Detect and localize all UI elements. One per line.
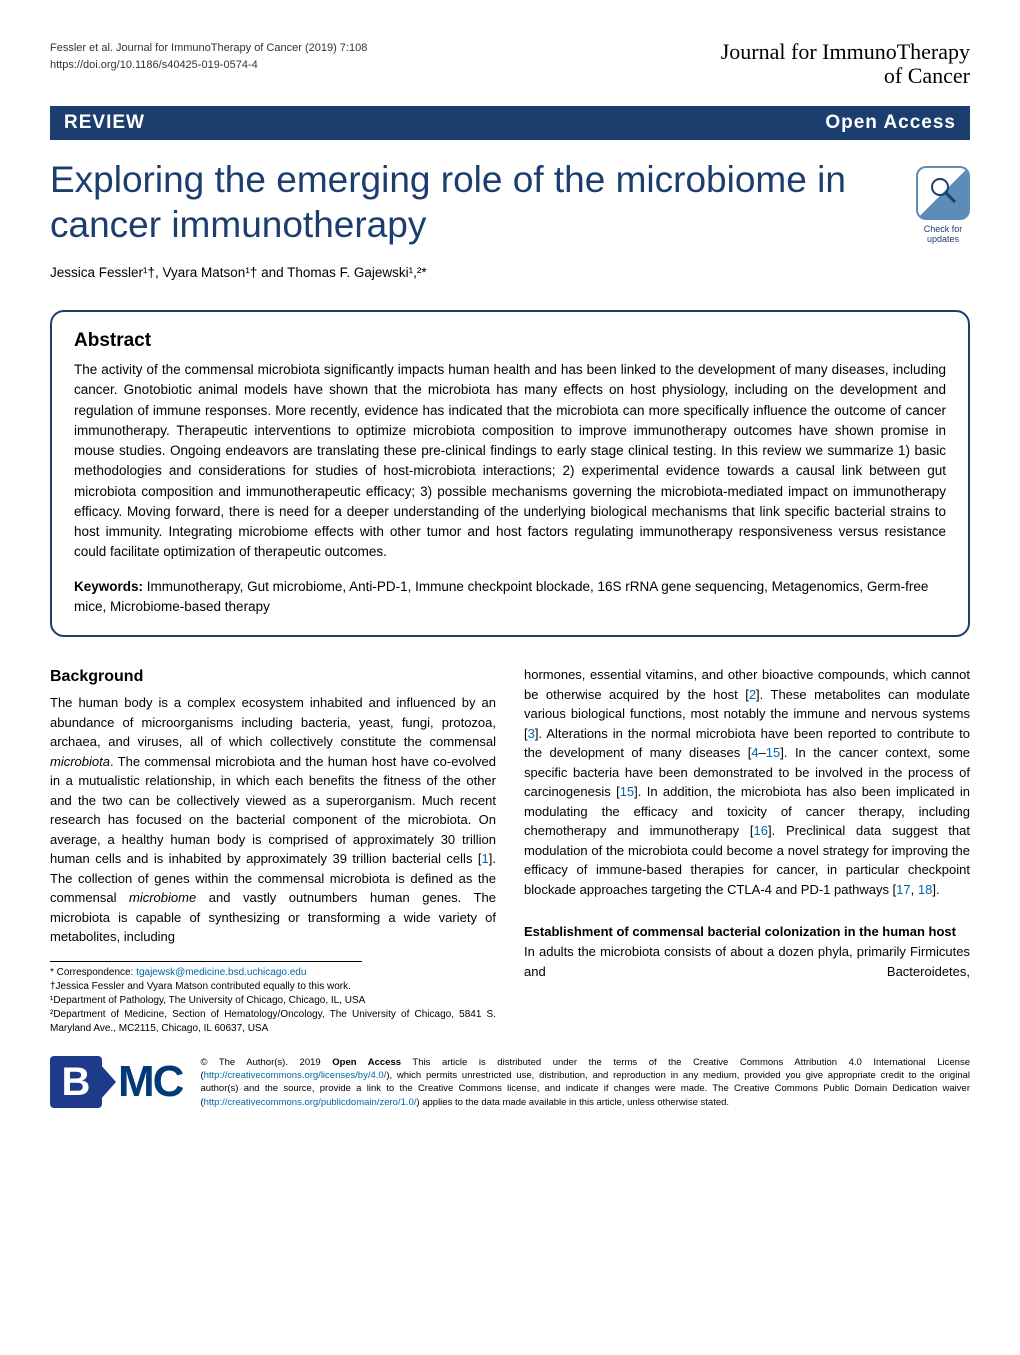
magnifier-icon bbox=[929, 176, 957, 211]
ref-3[interactable]: 3 bbox=[528, 726, 535, 741]
article-title: Exploring the emerging role of the micro… bbox=[50, 158, 916, 247]
authors-line: Jessica Fessler¹†, Vyara Matson¹† and Th… bbox=[50, 265, 970, 280]
title-row: Exploring the emerging role of the micro… bbox=[50, 158, 970, 247]
crossmark-widget[interactable]: Check for updates bbox=[916, 166, 970, 244]
r-dash-1: – bbox=[759, 745, 766, 760]
crossmark-icon bbox=[916, 166, 970, 220]
bg-text-a: The human body is a complex ecosystem in… bbox=[50, 695, 496, 749]
keywords-text: Immunotherapy, Gut microbiome, Anti-PD-1… bbox=[74, 579, 928, 614]
journal-title: Journal for ImmunoTherapy of Cancer bbox=[721, 40, 970, 88]
right-column: hormones, essential vitamins, and other … bbox=[524, 665, 970, 1036]
lic-a: © The Author(s). 2019 bbox=[200, 1057, 332, 1068]
page: Fessler et al. Journal for ImmunoTherapy… bbox=[0, 0, 1020, 1139]
bg-text-microbiome: microbiome bbox=[129, 890, 196, 905]
background-heading: Background bbox=[50, 665, 496, 689]
subsection-heading: Establishment of commensal bacterial col… bbox=[524, 923, 970, 941]
footnote-aff2: ²Department of Medicine, Section of Hema… bbox=[50, 1008, 496, 1036]
footnote-aff1: ¹Department of Pathology, The University… bbox=[50, 994, 496, 1008]
ref-1[interactable]: 1 bbox=[482, 851, 489, 866]
keywords: Keywords: Immunotherapy, Gut microbiome,… bbox=[74, 577, 946, 618]
footnote-correspondence: * Correspondence: tgajewsk@medicine.bsd.… bbox=[50, 966, 496, 980]
right-paragraph-1: hormones, essential vitamins, and other … bbox=[524, 665, 970, 899]
r-text-g: ]. bbox=[932, 882, 939, 897]
footnotes: * Correspondence: tgajewsk@medicine.bsd.… bbox=[50, 966, 496, 1036]
ref-17[interactable]: 17 bbox=[896, 882, 910, 897]
license-text: © The Author(s). 2019 Open Access This a… bbox=[200, 1056, 970, 1109]
right-paragraph-2: In adults the microbiota consists of abo… bbox=[524, 942, 970, 981]
ref-4[interactable]: 4 bbox=[751, 745, 758, 760]
r-comma-1: , bbox=[911, 882, 918, 897]
bg-text-microbiota: microbiota bbox=[50, 754, 110, 769]
bmc-logo: B MC bbox=[50, 1056, 182, 1109]
ref-16[interactable]: 16 bbox=[754, 823, 768, 838]
journal-title-line2: of Cancer bbox=[721, 64, 970, 88]
ref-15a[interactable]: 15 bbox=[766, 745, 780, 760]
banner-left: REVIEW bbox=[64, 112, 145, 134]
bg-text-c: . The commensal microbiota and the human… bbox=[50, 754, 496, 867]
crossmark-label: Check for updates bbox=[916, 224, 970, 244]
bmc-logo-mark: B bbox=[50, 1056, 102, 1108]
abstract-box: Abstract The activity of the commensal m… bbox=[50, 310, 970, 637]
footnote-divider bbox=[50, 961, 362, 962]
ref-18[interactable]: 18 bbox=[918, 882, 932, 897]
header-row: Fessler et al. Journal for ImmunoTherapy… bbox=[50, 40, 970, 88]
ref-2[interactable]: 2 bbox=[749, 687, 756, 702]
bmc-logo-text: MC bbox=[118, 1057, 182, 1107]
ref-15b[interactable]: 15 bbox=[620, 784, 634, 799]
abstract-text: The activity of the commensal microbiota… bbox=[74, 360, 946, 563]
abstract-heading: Abstract bbox=[74, 330, 946, 352]
corr-label: * Correspondence: bbox=[50, 967, 136, 978]
cc0-link[interactable]: http://creativecommons.org/publicdomain/… bbox=[204, 1097, 417, 1108]
header-citation: Fessler et al. Journal for ImmunoTherapy… bbox=[50, 40, 367, 57]
lic-e: ) applies to the data made available in … bbox=[416, 1097, 729, 1108]
background-paragraph: The human body is a complex ecosystem in… bbox=[50, 693, 496, 947]
banner: REVIEW Open Access bbox=[50, 106, 970, 140]
header-doi: https://doi.org/10.1186/s40425-019-0574-… bbox=[50, 57, 367, 74]
header-left: Fessler et al. Journal for ImmunoTherapy… bbox=[50, 40, 367, 73]
body-columns: Background The human body is a complex e… bbox=[50, 665, 970, 1036]
corr-email-link[interactable]: tgajewsk@medicine.bsd.uchicago.edu bbox=[136, 967, 306, 978]
footnote-equal-contrib: †Jessica Fessler and Vyara Matson contri… bbox=[50, 980, 496, 994]
cc-by-link[interactable]: http://creativecommons.org/licenses/by/4… bbox=[204, 1070, 387, 1081]
keywords-label: Keywords: bbox=[74, 579, 143, 594]
banner-right: Open Access bbox=[825, 112, 956, 134]
footer: B MC © The Author(s). 2019 Open Access T… bbox=[50, 1056, 970, 1109]
left-column: Background The human body is a complex e… bbox=[50, 665, 496, 1036]
lic-b: Open Access bbox=[332, 1057, 401, 1068]
journal-title-line1: Journal for ImmunoTherapy bbox=[721, 40, 970, 64]
